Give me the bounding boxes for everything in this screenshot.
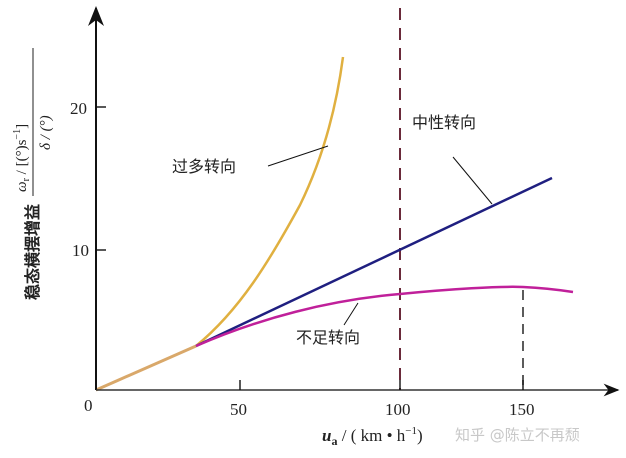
y-numerator-var: ω: [14, 181, 30, 192]
x-tick-label-150: 150: [509, 400, 535, 419]
x-axis-title: ua / ( km • h−1): [322, 425, 423, 448]
y-numerator-close: ]: [14, 124, 30, 129]
curve-common-segment: [95, 344, 197, 392]
y-axis-title: 稳态横摆增益 ωr / [(°)s−1] δ / (°): [12, 48, 54, 300]
x-axis-sub: a: [331, 434, 337, 448]
leader-over-steer: [267, 145, 329, 167]
y-tick-label-10: 10: [72, 241, 89, 260]
y-axis-numerator: ωr / [(°)s−1]: [12, 124, 32, 192]
leader-under-steer: [343, 302, 359, 326]
y-tick-label-20: 20: [70, 99, 87, 118]
y-numerator-sup: −1: [12, 129, 23, 140]
x-axis-unit-close: ): [417, 426, 423, 445]
x-tick-label-50: 50: [230, 400, 247, 419]
curve-over-steer: [195, 56, 345, 347]
watermark: 知乎 @陈立不再颓: [455, 426, 580, 444]
curve-neutral-steer: [195, 176, 553, 348]
origin-label: 0: [84, 396, 93, 415]
y-numerator-unit: / [(°)s: [14, 139, 30, 178]
label-over-steer: 过多转向: [172, 157, 236, 176]
x-axis-unit: / ( km • h: [337, 426, 405, 445]
x-tick-label-100: 100: [385, 400, 411, 419]
x-axis-var: u: [322, 426, 331, 445]
y-axis-denominator: δ / (°): [38, 115, 54, 150]
x-axis-unit-sup: −1: [405, 425, 417, 437]
y-numerator-sub: r: [21, 177, 32, 181]
leader-neutral-steer: [452, 156, 493, 205]
label-neutral-steer: 中性转向: [412, 113, 476, 132]
label-under-steer: 不足转向: [296, 328, 360, 347]
y-axis-title-cn: 稳态横摆增益: [23, 204, 42, 300]
curve-under-steer: [195, 285, 574, 348]
